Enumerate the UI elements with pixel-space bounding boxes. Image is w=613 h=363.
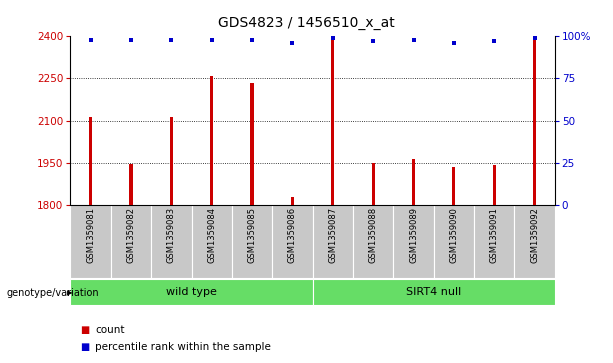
Text: GDS4823 / 1456510_x_at: GDS4823 / 1456510_x_at: [218, 16, 395, 30]
Point: [530, 35, 539, 41]
Bar: [412, 159, 415, 205]
Bar: [452, 167, 455, 205]
Text: count: count: [95, 325, 124, 335]
Text: GSM1359087: GSM1359087: [329, 207, 337, 264]
Bar: [433, 205, 474, 278]
Text: ■: ■: [80, 325, 89, 335]
Bar: [272, 205, 313, 278]
Text: GSM1359084: GSM1359084: [207, 207, 216, 263]
Bar: [353, 205, 394, 278]
Bar: [70, 279, 313, 305]
Point: [409, 37, 419, 42]
Bar: [493, 165, 496, 205]
Bar: [291, 197, 294, 205]
Text: GSM1359090: GSM1359090: [449, 207, 459, 263]
Bar: [151, 205, 191, 278]
Bar: [313, 279, 555, 305]
Point: [449, 40, 459, 46]
Text: GSM1359082: GSM1359082: [126, 207, 135, 263]
Bar: [533, 39, 536, 205]
Text: ■: ■: [80, 342, 89, 352]
Point: [368, 38, 378, 44]
Bar: [474, 205, 514, 278]
Text: percentile rank within the sample: percentile rank within the sample: [95, 342, 271, 352]
Point: [247, 37, 257, 42]
Bar: [313, 205, 353, 278]
Bar: [331, 38, 335, 205]
Bar: [89, 117, 93, 205]
Point: [167, 37, 177, 42]
Bar: [210, 76, 213, 205]
Point: [489, 38, 499, 44]
Text: genotype/variation: genotype/variation: [6, 288, 99, 298]
Bar: [371, 163, 375, 205]
Bar: [70, 205, 111, 278]
Text: GSM1359089: GSM1359089: [409, 207, 418, 263]
Text: GSM1359088: GSM1359088: [368, 207, 378, 264]
Bar: [251, 83, 254, 205]
Point: [287, 40, 297, 46]
Text: GSM1359086: GSM1359086: [288, 207, 297, 264]
Bar: [129, 164, 132, 205]
Text: GSM1359083: GSM1359083: [167, 207, 176, 264]
Point: [126, 37, 136, 42]
Bar: [514, 205, 555, 278]
Text: wild type: wild type: [166, 287, 217, 297]
Text: SIRT4 null: SIRT4 null: [406, 287, 462, 297]
Bar: [232, 205, 272, 278]
Text: GSM1359092: GSM1359092: [530, 207, 539, 263]
Text: GSM1359091: GSM1359091: [490, 207, 499, 263]
Bar: [111, 205, 151, 278]
Bar: [191, 205, 232, 278]
Point: [207, 37, 216, 42]
Bar: [170, 117, 173, 205]
Text: GSM1359085: GSM1359085: [248, 207, 257, 263]
Text: GSM1359081: GSM1359081: [86, 207, 95, 263]
Bar: [394, 205, 434, 278]
Point: [86, 37, 96, 42]
Point: [328, 35, 338, 41]
